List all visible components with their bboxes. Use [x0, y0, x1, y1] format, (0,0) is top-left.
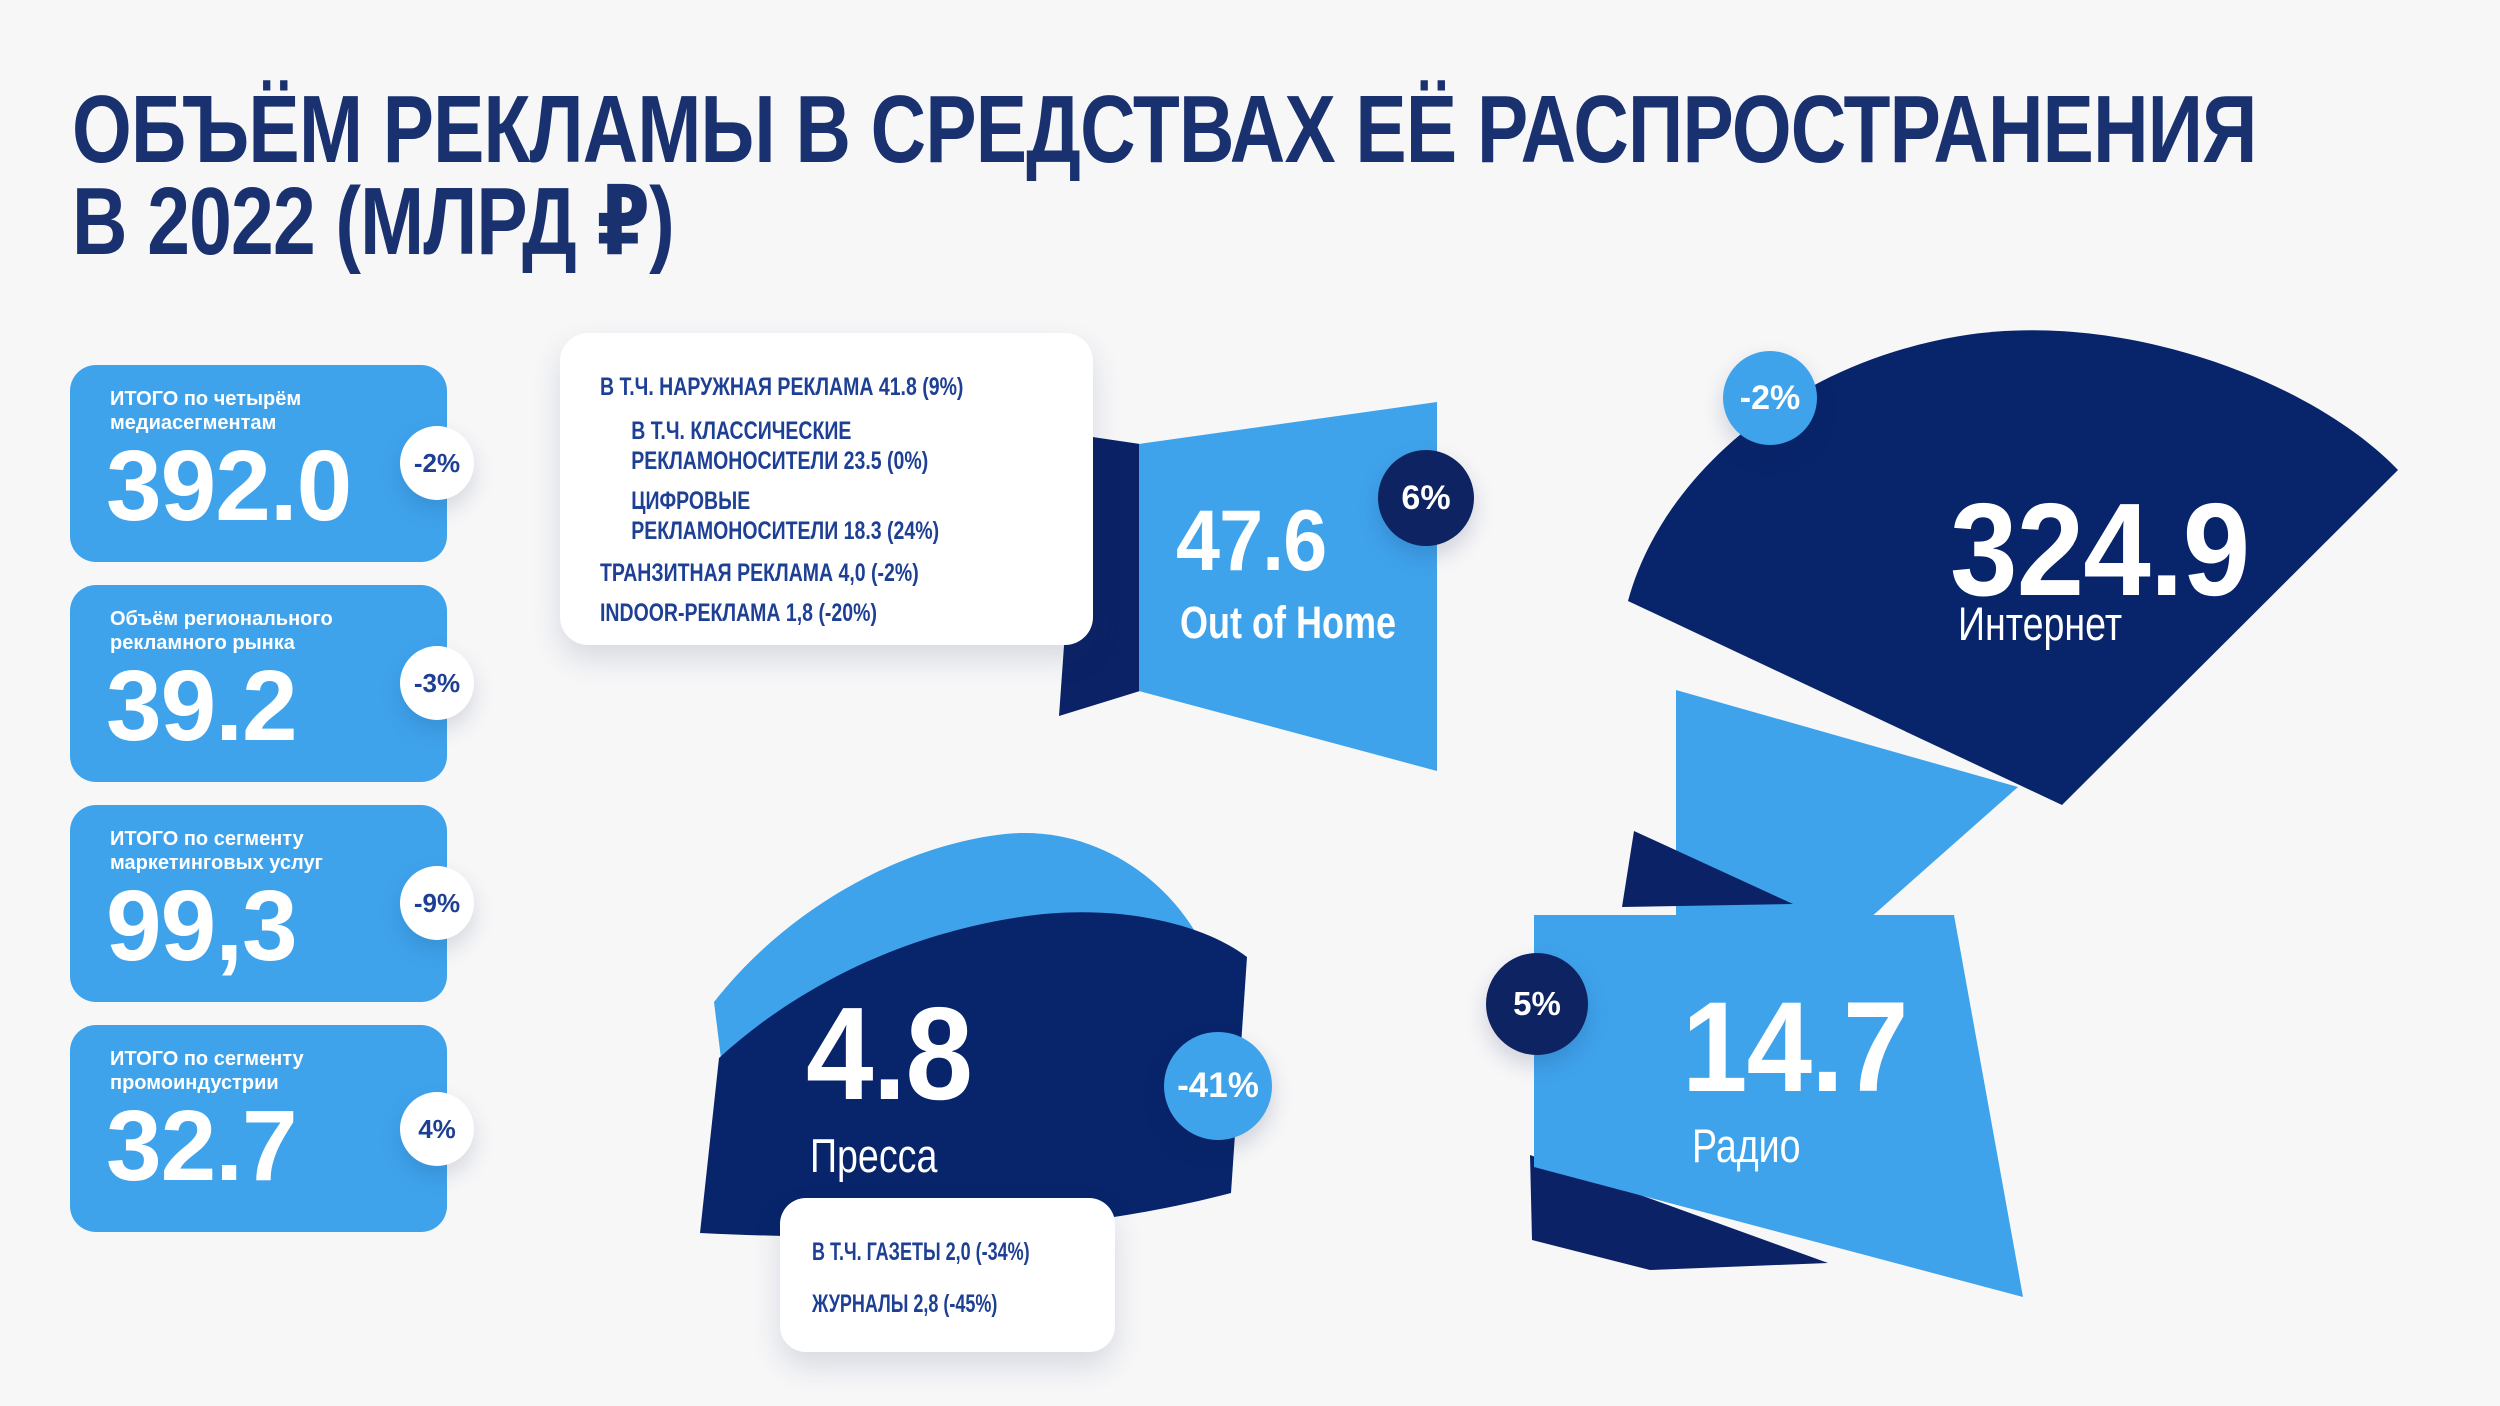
ooh-label: Out of Home — [1180, 597, 1396, 648]
page-title-line2: В 2022 (МЛРД ₽) — [72, 168, 675, 275]
press-details-card: В Т.Ч. ГАЗЕТЫ 2,0 (-34%) ЖУРНАЛЫ 2,8 (-4… — [780, 1198, 1115, 1352]
ooh-detail-line: ТРАНЗИТНАЯ РЕКЛАМА 4,0 (-2%) — [600, 559, 919, 587]
ooh-details-card: В Т.Ч. НАРУЖНАЯ РЕКЛАМА 41.8 (9%) В Т.Ч.… — [560, 333, 1093, 645]
ooh-detail-line: В Т.Ч. КЛАССИЧЕСКИЕ — [631, 417, 852, 445]
change-badge-text: 4% — [418, 1113, 456, 1144]
ooh-detail-line: В Т.Ч. НАРУЖНАЯ РЕКЛАМА 41.8 (9%) — [600, 373, 964, 401]
ooh-change-text: 6% — [1401, 478, 1451, 517]
change-badge-regional: -3% — [400, 646, 474, 720]
press-detail-line: В Т.Ч. ГАЗЕТЫ 2,0 (-34%) — [812, 1238, 1030, 1266]
radio-change-text: 5% — [1513, 985, 1561, 1022]
radio-value: 14.7 — [1682, 976, 1908, 1119]
summary-card-label: Объём регионального рекламного рынка — [110, 608, 333, 654]
ooh-flag-shape — [1139, 402, 1437, 771]
radio-card-shape — [1534, 915, 2023, 1297]
radio-label: Радио — [1692, 1119, 1801, 1172]
internet-fan-shape — [1628, 330, 2398, 805]
ooh-detail-line: INDOOR-РЕКЛАМА 1,8 (-20%) — [600, 599, 877, 627]
change-badge-marketing: -9% — [400, 866, 474, 940]
ooh-detail-line: РЕКЛАМОНОСИТЕЛИ 23.5 (0%) — [631, 447, 929, 475]
press-label: Пресса — [810, 1129, 938, 1182]
radio-change-badge: 5% — [1486, 953, 1588, 1055]
press-change-badge: -41% — [1164, 1032, 1272, 1140]
press-detail-line: ЖУРНАЛЫ 2,8 (-45%) — [812, 1290, 998, 1318]
summary-card-value: 99,3 — [106, 870, 298, 982]
internet-change-badge: -2% — [1723, 351, 1817, 445]
ooh-detail-line: ЦИФРОВЫЕ — [631, 487, 751, 515]
summary-card-value: 392.0 — [106, 430, 352, 542]
summary-card-marketing: ИТОГО по сегменту маркетинговых услуг 99… — [70, 805, 447, 1002]
press-value: 4.8 — [806, 980, 973, 1127]
change-badge-total-media: -2% — [400, 426, 474, 500]
ooh-value: 47.6 — [1176, 493, 1327, 589]
page-title: ОБЪЁМ РЕКЛАМЫ В СРЕДСТВАХ ЕЁ РАСПРОСТРАН… — [72, 76, 2257, 275]
internet-label: Интернет — [1958, 597, 2123, 650]
change-badge-promo: 4% — [400, 1092, 474, 1166]
internet-change-text: -2% — [1739, 378, 1801, 417]
summary-card-label: ИТОГО по четырём медиасегментам — [110, 388, 302, 434]
radio-back-top-shape — [1622, 831, 1793, 907]
change-badge-text: -3% — [413, 667, 461, 698]
summary-card-promo: ИТОГО по сегменту промоиндустрии 32.7 — [70, 1025, 447, 1232]
internet-value: 324.9 — [1950, 476, 2250, 623]
summary-card-value: 39.2 — [106, 650, 298, 762]
summary-card-total-media: ИТОГО по четырём медиасегментам 392.0 — [70, 365, 447, 562]
change-badge-text: -2% — [413, 447, 461, 478]
summary-card-value: 32.7 — [106, 1090, 298, 1202]
press-front-shape — [700, 912, 1247, 1237]
press-change-text: -41% — [1177, 1066, 1259, 1105]
summary-card-label: ИТОГО по сегменту промоиндустрии — [110, 1048, 304, 1094]
summary-card-regional: Объём регионального рекламного рынка 39.… — [70, 585, 447, 782]
change-badge-text: -9% — [413, 887, 461, 918]
ooh-change-badge: 6% — [1378, 450, 1474, 546]
ooh-detail-line: РЕКЛАМОНОСИТЕЛИ 18.3 (24%) — [631, 517, 940, 545]
summary-card-label: ИТОГО по сегменту маркетинговых услуг — [110, 828, 323, 874]
page-title-line1: ОБЪЁМ РЕКЛАМЫ В СРЕДСТВАХ ЕЁ РАСПРОСТРАН… — [72, 76, 2257, 183]
